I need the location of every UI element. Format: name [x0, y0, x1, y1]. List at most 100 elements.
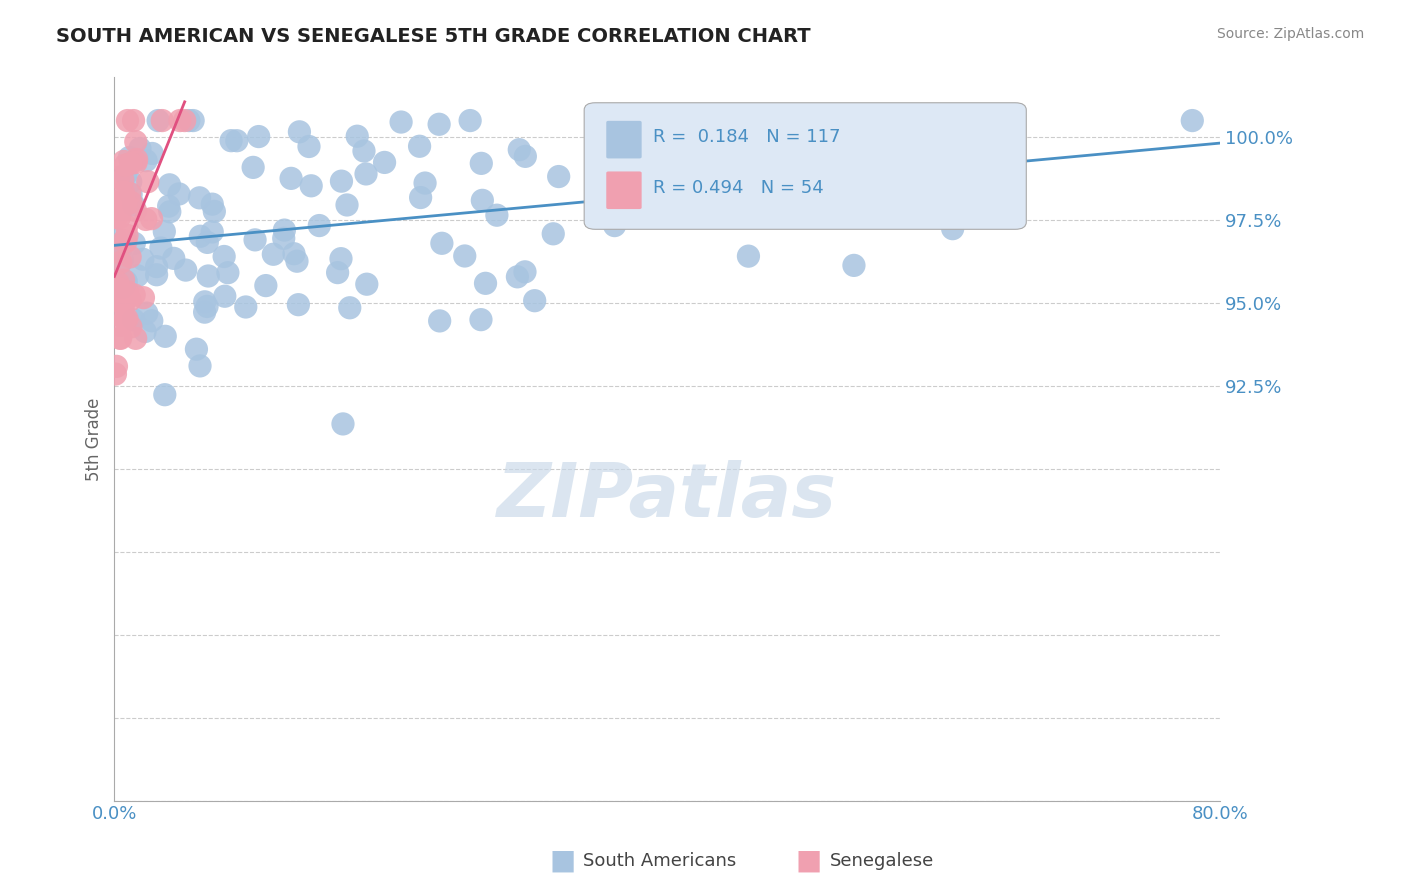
Point	[430, 236, 453, 251]
Point	[110, 331, 132, 345]
Point	[146, 113, 169, 128]
Point	[153, 224, 176, 238]
Point	[112, 280, 135, 294]
Point	[150, 113, 173, 128]
Point	[141, 314, 163, 328]
Point	[262, 247, 284, 261]
Point	[174, 263, 197, 277]
Point	[254, 278, 277, 293]
Point	[163, 252, 186, 266]
Text: South Americans: South Americans	[583, 852, 737, 870]
Point	[195, 235, 218, 250]
Point	[664, 203, 686, 218]
Point	[111, 285, 134, 300]
Point	[330, 174, 353, 188]
Point	[115, 235, 138, 249]
Point	[214, 289, 236, 303]
Point	[974, 183, 997, 197]
Text: ZIPatlas: ZIPatlas	[498, 460, 837, 533]
Text: ■: ■	[796, 847, 821, 875]
Point	[523, 293, 546, 308]
Text: Senegalese: Senegalese	[830, 852, 934, 870]
Point	[105, 359, 128, 374]
Point	[454, 249, 477, 263]
Point	[135, 306, 157, 320]
Point	[700, 120, 723, 135]
Point	[155, 329, 177, 343]
Point	[470, 312, 492, 326]
Point	[285, 254, 308, 268]
Point	[122, 288, 145, 302]
Point	[470, 156, 492, 170]
Point	[107, 293, 129, 307]
Point	[645, 129, 668, 144]
Point	[132, 252, 155, 267]
Point	[547, 169, 569, 184]
Point	[763, 165, 786, 179]
Point	[339, 301, 361, 315]
Point	[124, 236, 146, 251]
Text: Source: ZipAtlas.com: Source: ZipAtlas.com	[1216, 27, 1364, 41]
Point	[141, 211, 163, 226]
Point	[330, 252, 353, 266]
Point	[332, 417, 354, 431]
Point	[280, 171, 302, 186]
Text: R = 0.494   N = 54: R = 0.494 N = 54	[652, 179, 824, 197]
Point	[111, 253, 134, 268]
Point	[149, 241, 172, 255]
Point	[117, 113, 139, 128]
Point	[427, 117, 450, 131]
Point	[110, 255, 132, 269]
Point	[104, 232, 127, 246]
Point	[157, 199, 180, 213]
Point	[288, 125, 311, 139]
Point	[506, 269, 529, 284]
Point	[298, 139, 321, 153]
Point	[1181, 113, 1204, 128]
Point	[308, 219, 330, 233]
Point	[114, 197, 136, 211]
Point	[188, 359, 211, 373]
Text: ■: ■	[550, 847, 575, 875]
Point	[219, 134, 242, 148]
Point	[389, 115, 412, 129]
Point	[111, 194, 134, 209]
Point	[336, 198, 359, 212]
Point	[124, 203, 146, 218]
Point	[188, 229, 211, 244]
Point	[201, 197, 224, 211]
Point	[145, 260, 167, 274]
Point	[115, 168, 138, 182]
Point	[135, 153, 157, 168]
Point	[120, 319, 142, 334]
Point	[842, 259, 865, 273]
Point	[696, 113, 718, 128]
Point	[112, 273, 135, 287]
Point	[120, 250, 142, 264]
Point	[118, 151, 141, 165]
Point	[108, 318, 131, 333]
Point	[108, 273, 131, 287]
Point	[356, 277, 378, 292]
Point	[429, 314, 451, 328]
Point	[515, 149, 537, 163]
Point	[235, 300, 257, 314]
Point	[737, 249, 759, 263]
Point	[134, 325, 156, 339]
Text: R =  0.184   N = 117: R = 0.184 N = 117	[652, 128, 841, 146]
Point	[122, 198, 145, 212]
Point	[105, 211, 128, 225]
Point	[413, 176, 436, 190]
Point	[125, 155, 148, 169]
Text: SOUTH AMERICAN VS SENEGALESE 5TH GRADE CORRELATION CHART: SOUTH AMERICAN VS SENEGALESE 5TH GRADE C…	[56, 27, 811, 45]
Point	[942, 221, 965, 235]
Point	[243, 233, 266, 247]
Point	[115, 311, 138, 326]
Point	[120, 195, 142, 210]
Point	[471, 194, 494, 208]
Point	[201, 225, 224, 239]
Point	[120, 293, 142, 307]
Point	[115, 275, 138, 289]
Point	[409, 190, 432, 204]
Point	[135, 212, 157, 227]
